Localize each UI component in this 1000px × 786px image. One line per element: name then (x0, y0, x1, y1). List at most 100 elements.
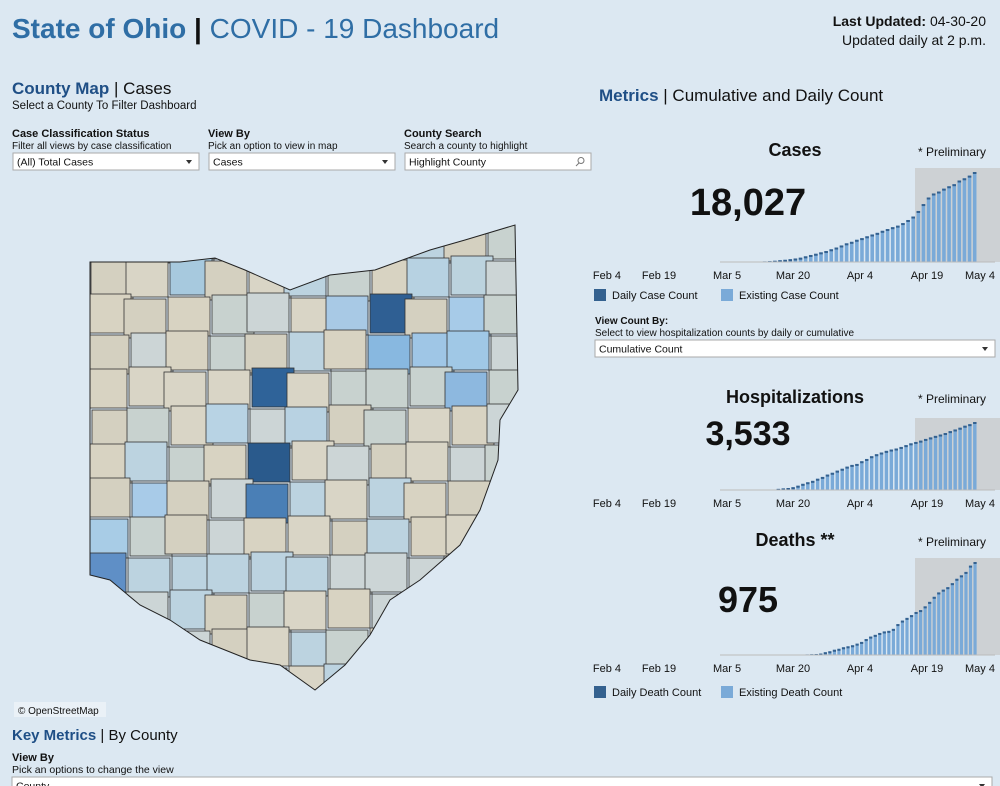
bar (850, 645, 855, 655)
dropdown-value: Cumulative Count (599, 344, 683, 356)
county[interactable] (243, 517, 287, 558)
county[interactable] (246, 626, 290, 667)
county[interactable] (205, 403, 249, 444)
county[interactable] (123, 298, 167, 339)
county[interactable] (86, 518, 129, 559)
county[interactable] (164, 514, 208, 555)
bar (937, 592, 941, 655)
county[interactable] (165, 330, 209, 371)
county[interactable] (246, 292, 290, 333)
bar (878, 632, 882, 655)
bar-top (889, 449, 894, 452)
county[interactable] (405, 441, 449, 482)
county[interactable] (207, 369, 251, 410)
x-tick-label: May 4 (965, 270, 995, 282)
bar (947, 186, 951, 262)
dropdown-value: County (16, 781, 50, 786)
county[interactable] (85, 368, 128, 409)
filter-label: View By (12, 752, 55, 764)
bar (855, 463, 859, 490)
county[interactable] (166, 480, 210, 521)
section-title: Metrics | Cumulative and Daily Count (599, 86, 883, 105)
bar (798, 257, 803, 262)
dropdown[interactable] (208, 152, 396, 171)
bar-top (968, 424, 972, 427)
bar (919, 610, 923, 655)
county[interactable] (404, 298, 448, 339)
dropdown[interactable] (594, 339, 996, 358)
bar-top (891, 628, 895, 631)
county[interactable] (367, 334, 411, 375)
dropdown[interactable] (12, 152, 200, 171)
separator: | (114, 79, 118, 98)
bar (973, 422, 977, 490)
bar-top (786, 487, 790, 490)
bar-top (884, 450, 889, 453)
county[interactable] (446, 330, 490, 371)
county[interactable] (327, 588, 371, 629)
county[interactable] (203, 444, 247, 485)
county[interactable] (285, 556, 329, 597)
county[interactable] (124, 441, 168, 482)
county[interactable] (284, 406, 328, 447)
county[interactable] (163, 371, 207, 412)
panel-title: Deaths ** (755, 530, 834, 550)
bar (819, 252, 823, 262)
county[interactable] (247, 442, 291, 483)
county[interactable] (287, 515, 331, 556)
total: 18,027 (690, 182, 806, 224)
separator: | (663, 86, 667, 105)
x-tick-label: Mar 5 (713, 270, 741, 282)
county[interactable] (323, 329, 367, 370)
filter-hint: Pick an options to change the view (12, 764, 174, 776)
county[interactable] (403, 482, 447, 523)
bar-top (914, 441, 918, 444)
county[interactable] (244, 333, 288, 374)
county[interactable] (444, 371, 488, 412)
bar (890, 227, 895, 262)
county[interactable] (364, 552, 408, 593)
county[interactable] (283, 590, 327, 631)
bar (957, 180, 962, 262)
bar-top (860, 641, 864, 644)
county[interactable] (127, 557, 171, 598)
county[interactable] (206, 553, 250, 594)
bar-top (841, 647, 846, 650)
legend-swatch (721, 686, 733, 698)
county[interactable] (286, 372, 330, 413)
county[interactable] (167, 296, 211, 337)
county[interactable] (366, 518, 410, 559)
dropdown[interactable] (11, 776, 993, 786)
bar (938, 434, 943, 490)
bar (885, 229, 890, 262)
bar-top (964, 571, 968, 574)
county[interactable] (204, 594, 248, 635)
bar (808, 254, 813, 262)
subtitle: By County (108, 727, 178, 744)
bar-top (973, 422, 977, 424)
county[interactable] (245, 483, 289, 524)
bar (860, 238, 864, 262)
x-tick-label: Apr 4 (847, 270, 873, 282)
bar-top (928, 601, 932, 604)
county[interactable] (326, 445, 370, 486)
filter-hint: Select to view hospitalization counts by… (595, 328, 854, 339)
dropdown[interactable] (404, 152, 592, 171)
x-tick-label: Mar 20 (776, 663, 810, 675)
county[interactable] (87, 334, 130, 375)
county[interactable] (325, 295, 369, 336)
preliminary-note: * Preliminary (918, 392, 986, 406)
county[interactable] (483, 294, 526, 335)
county[interactable] (126, 407, 170, 448)
county[interactable] (324, 479, 368, 520)
county[interactable] (365, 368, 409, 409)
county[interactable] (407, 407, 451, 448)
county[interactable] (363, 409, 407, 450)
county[interactable] (88, 477, 131, 518)
county[interactable] (125, 257, 169, 298)
bar-top (963, 425, 967, 428)
county[interactable] (406, 257, 450, 298)
bar-top (796, 485, 800, 488)
subtitle: COVID - 19 Dashboard (210, 13, 499, 44)
bar (894, 448, 898, 490)
